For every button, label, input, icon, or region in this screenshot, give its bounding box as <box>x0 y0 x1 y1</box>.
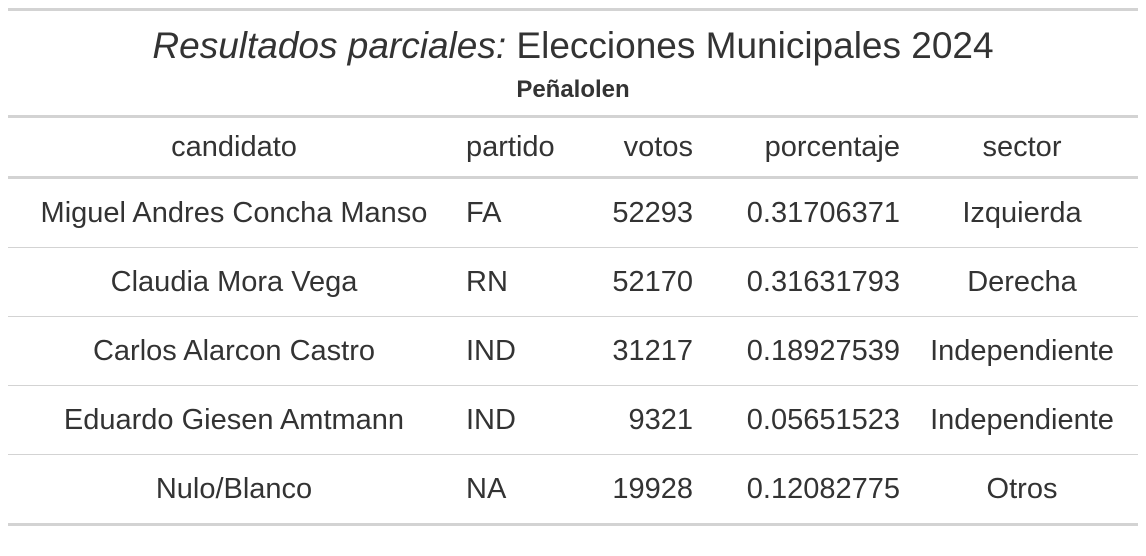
table-body: Miguel Andres Concha Manso FA 52293 0.31… <box>8 178 1138 525</box>
column-header-votos: votos <box>623 130 693 163</box>
cell-sector: Independiente <box>906 385 1138 455</box>
table-row: Eduardo Giesen Amtmann IND 9321 0.056515… <box>8 385 1138 455</box>
cell-porcentaje: 0.31631793 <box>699 247 906 317</box>
column-header-sector: sector <box>982 130 1062 163</box>
column-header-porcentaje: porcentaje <box>764 130 900 163</box>
cell-porcentaje: 0.05651523 <box>699 385 906 455</box>
cell-partido: IND <box>460 385 582 455</box>
table-subtitle: Peñalolen <box>516 76 630 103</box>
column-header-partido: partido <box>466 130 555 163</box>
cell-porcentaje: 0.12082775 <box>699 454 906 525</box>
cell-porcentaje: 0.18927539 <box>699 316 906 386</box>
table-title-rest: Elecciones Municipales 2024 <box>506 25 994 66</box>
cell-partido: NA <box>460 454 582 525</box>
cell-partido: RN <box>460 247 582 317</box>
table-row: Miguel Andres Concha Manso FA 52293 0.31… <box>8 178 1138 248</box>
cell-partido: FA <box>466 196 502 229</box>
column-header-candidato: candidato <box>171 130 297 163</box>
table-row: Claudia Mora Vega RN 52170 0.31631793 De… <box>8 247 1138 317</box>
results-table-container: Resultados parciales: Elecciones Municip… <box>8 8 1138 526</box>
cell-porcentaje: 0.31706371 <box>746 196 900 229</box>
cell-sector: Derecha <box>906 247 1138 317</box>
table-title-italic: Resultados parciales: <box>152 25 507 66</box>
cell-votos: 9321 <box>582 385 699 455</box>
cell-candidato: Nulo/Blanco <box>8 454 460 525</box>
cell-candidato: Eduardo Giesen Amtmann <box>8 385 460 455</box>
results-table: candidato partido votos porcentaje secto… <box>8 115 1138 526</box>
cell-candidato: Carlos Alarcon Castro <box>8 316 460 386</box>
table-title: Resultados parciales: Elecciones Municip… <box>8 11 1138 68</box>
cell-candidato: Claudia Mora Vega <box>8 247 460 317</box>
table-header: candidato partido votos porcentaje secto… <box>8 116 1138 178</box>
cell-votos: 31217 <box>582 316 699 386</box>
table-row: Carlos Alarcon Castro IND 31217 0.189275… <box>8 316 1138 386</box>
table-row: Nulo/Blanco NA 19928 0.12082775 Otros <box>8 454 1138 525</box>
cell-votos: 52170 <box>582 247 699 317</box>
cell-sector: Izquierda <box>962 196 1082 229</box>
cell-candidato: Miguel Andres Concha Manso <box>40 196 428 229</box>
cell-votos: 19928 <box>582 454 699 525</box>
cell-sector: Independiente <box>906 316 1138 386</box>
header-row: candidato partido votos porcentaje secto… <box>8 116 1138 178</box>
cell-votos: 52293 <box>612 196 693 229</box>
cell-sector: Otros <box>906 454 1138 525</box>
cell-partido: IND <box>460 316 582 386</box>
